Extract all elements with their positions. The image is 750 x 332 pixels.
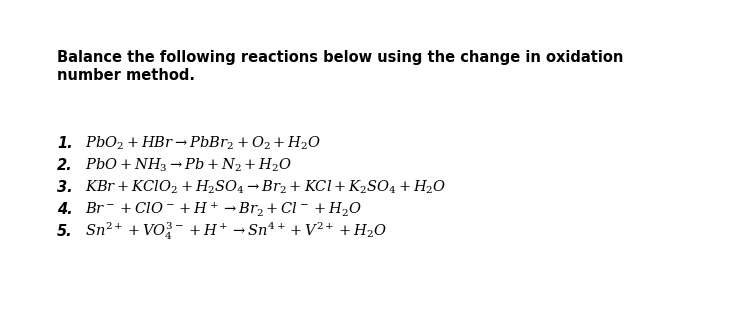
Text: 2.: 2. [57, 158, 73, 173]
Text: number method.: number method. [57, 68, 195, 83]
Text: 3.: 3. [57, 180, 73, 195]
Text: 1.: 1. [57, 136, 73, 151]
Text: 5.: 5. [57, 224, 73, 239]
Text: $Sn^{2+} + VO_4^{3-} + H^+ \rightarrow Sn^{4+} + V^{2+} + H_2O$: $Sn^{2+} + VO_4^{3-} + H^+ \rightarrow S… [85, 221, 387, 242]
Text: 4.: 4. [57, 202, 73, 217]
Text: $KBr + KClO_2 + H_2SO_4 \rightarrow Br_2 + KCl + K_2SO_4 + H_2O$: $KBr + KClO_2 + H_2SO_4 \rightarrow Br_2… [85, 179, 446, 197]
Text: Balance the following reactions below using the change in oxidation: Balance the following reactions below us… [57, 50, 623, 65]
Text: $PbO + NH_3 \rightarrow Pb + N_2 + H_2O$: $PbO + NH_3 \rightarrow Pb + N_2 + H_2O$ [85, 157, 292, 174]
Text: $PbO_2 + HBr \rightarrow PbBr_2 + O_2 + H_2O$: $PbO_2 + HBr \rightarrow PbBr_2 + O_2 + … [85, 135, 321, 152]
Text: $Br^- + ClO^- + H^+ \rightarrow Br_2 + Cl^- + H_2O$: $Br^- + ClO^- + H^+ \rightarrow Br_2 + C… [85, 200, 362, 218]
